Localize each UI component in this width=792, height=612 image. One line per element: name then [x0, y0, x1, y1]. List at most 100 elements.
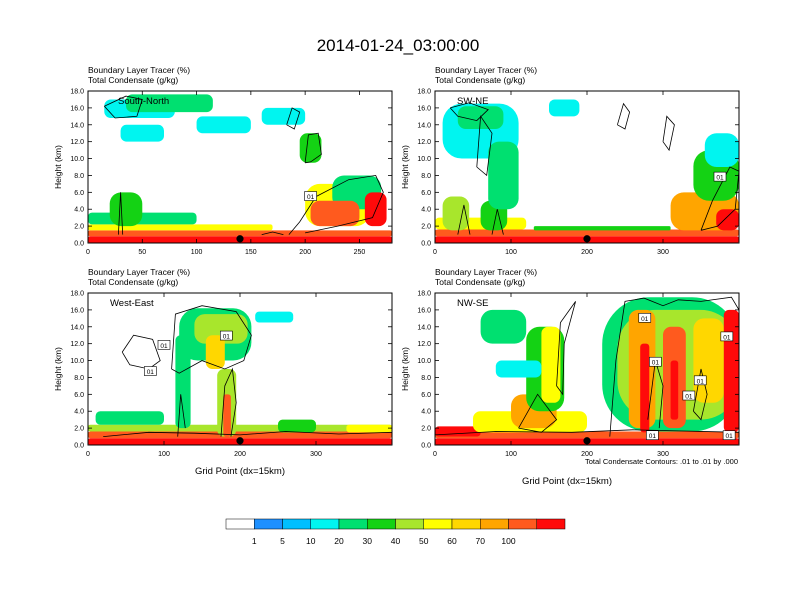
shaded-region — [435, 431, 739, 439]
y-tick-label: 16.0 — [70, 105, 84, 112]
x-tick-label: 0 — [86, 451, 90, 458]
y-tick-label: 0.0 — [421, 443, 431, 450]
condensate-contour — [449, 102, 489, 122]
colorbar-swatch — [338, 518, 368, 530]
contour-label-box — [713, 171, 727, 182]
shaded-region — [495, 360, 542, 378]
contour-label: 01 — [726, 433, 734, 440]
condensate-contour — [518, 393, 558, 433]
contour-label-box — [220, 330, 233, 341]
colorbar-label: 30 — [363, 536, 373, 546]
y-tick-label: 18.0 — [417, 89, 431, 96]
contour-label: 01 — [652, 360, 660, 367]
panel-label: West-East — [110, 298, 154, 309]
y-tick-label: 6.0 — [421, 190, 431, 197]
shaded-region — [480, 309, 527, 344]
shaded-region — [255, 311, 294, 323]
y-axis-label: Height (km) — [53, 347, 63, 391]
colorbar-swatch — [367, 518, 396, 530]
colorbar: 1 5 10 20 30 40 50 60 70 100 — [225, 518, 566, 546]
panel-subtitle: Total Condensate (g/kg) — [435, 277, 525, 287]
x-tick-label: 300 — [657, 249, 669, 256]
contour-label-box — [720, 331, 734, 342]
x-tick-label: 150 — [245, 249, 257, 256]
contour-note: Total Condensate Contours: .01 to .01 by… — [585, 457, 738, 466]
contour-label-box — [682, 390, 696, 401]
contour-label-box — [693, 375, 707, 386]
y-tick-label: 8.0 — [421, 173, 431, 180]
contour-label: 01 — [223, 334, 231, 341]
y-tick-label: 14.0 — [70, 122, 84, 129]
x-tick-label: 100 — [191, 249, 203, 256]
y-axis-label: Height (km) — [400, 347, 410, 391]
shaded-region — [175, 335, 191, 429]
x-tick-label: 0 — [433, 451, 437, 458]
shaded-region — [194, 314, 248, 344]
y-tick-label: 14.0 — [70, 324, 84, 331]
contour-label-box — [157, 340, 171, 350]
y-tick-label: 0.0 — [74, 443, 84, 450]
condensate-contour — [118, 192, 124, 235]
x-tick-label: 300 — [657, 451, 669, 458]
condensate-contour — [609, 296, 739, 437]
y-tick-label: 18.0 — [70, 89, 84, 96]
condensate-contour — [700, 166, 739, 231]
shaded-region — [488, 141, 519, 210]
panel-subtitle: Boundary Layer Tracer (%) — [435, 65, 537, 75]
contour-label-box — [649, 356, 662, 367]
x-tick-label: 100 — [505, 249, 517, 256]
y-tick-label: 16.0 — [417, 105, 431, 112]
y-tick-label: 2.0 — [74, 426, 84, 433]
y-tick-label: 6.0 — [74, 392, 84, 399]
colorbar-swatch — [310, 518, 340, 530]
condensate-contour — [177, 394, 186, 437]
contour-label: 01 — [716, 175, 724, 182]
colorbar-swatch — [508, 518, 537, 530]
y-tick-label: 10.0 — [417, 358, 431, 365]
x-tick-label: 250 — [354, 249, 366, 256]
panel-subtitle: Total Condensate (g/kg) — [435, 75, 525, 85]
y-tick-label: 12.0 — [417, 341, 431, 348]
shaded-region — [310, 200, 360, 227]
y-axis-label: Height (km) — [53, 145, 63, 189]
condensate-contour — [457, 204, 471, 235]
location-marker — [583, 437, 591, 445]
x-axis-label: Grid Point (dx=15km) — [195, 466, 285, 477]
x-tick-label: 300 — [310, 451, 322, 458]
condensate-contour — [171, 305, 252, 374]
y-tick-label: 8.0 — [74, 375, 84, 382]
panel-subtitle: Boundary Layer Tracer (%) — [435, 267, 537, 277]
condensate-contour — [556, 301, 576, 396]
contour-label: 01 — [641, 316, 649, 323]
colorbar-label: 1 — [252, 536, 257, 546]
panel-2: 01 0.0 2.0 4.0 6.0 8.0 10.0 12.0 14.0 16.0 18.0 0 10… — [400, 65, 740, 256]
x-tick-label: 200 — [299, 249, 311, 256]
y-tick-label: 12.0 — [70, 139, 84, 146]
panel-label: NW-SE — [457, 298, 489, 309]
shaded-region — [261, 107, 306, 125]
colorbar-swatch — [451, 518, 481, 530]
condensate-contour — [288, 174, 384, 235]
colorbar-swatch — [536, 518, 566, 530]
shaded-region — [299, 133, 322, 163]
y-tick-label: 4.0 — [74, 207, 84, 214]
panel-subtitle: Total Condensate (g/kg) — [88, 277, 178, 287]
shaded-region — [640, 343, 650, 433]
x-tick-label: 50 — [138, 249, 146, 256]
y-tick-label: 6.0 — [74, 190, 84, 197]
colorbar-label: 10 — [306, 536, 316, 546]
contour-label: 01 — [307, 194, 315, 201]
contour-label-box — [304, 191, 317, 201]
location-marker — [236, 235, 244, 243]
x-tick-label: 200 — [581, 451, 593, 458]
condensate-contour — [435, 429, 739, 436]
condensate-contour — [286, 107, 301, 130]
shaded-region — [346, 424, 392, 433]
contour-label: 01 — [697, 378, 705, 385]
shaded-region — [126, 94, 213, 113]
condensate-contour — [617, 102, 631, 130]
shaded-region — [205, 335, 225, 369]
contour-label: 01 — [649, 433, 657, 440]
contour-label-box — [722, 430, 736, 441]
y-tick-label: 14.0 — [417, 122, 431, 129]
